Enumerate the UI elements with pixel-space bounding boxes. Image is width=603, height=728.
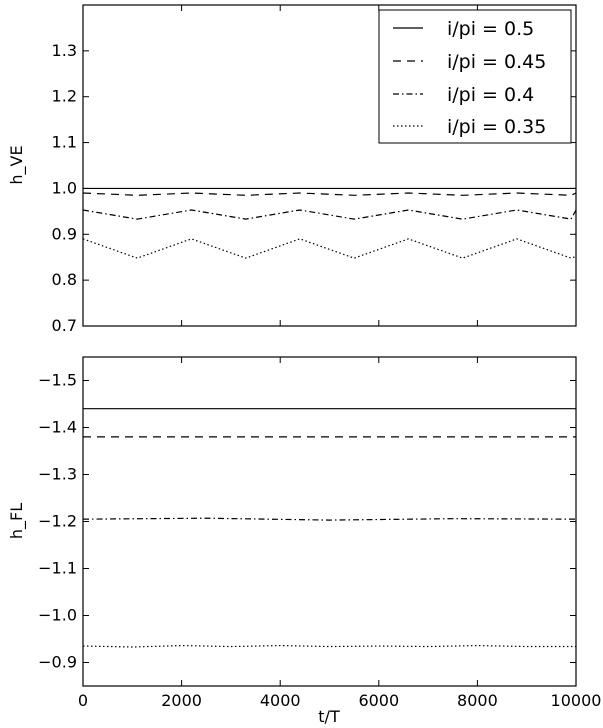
y-tick-label: 0.7 (52, 316, 77, 335)
y-tick-label: −1.3 (38, 465, 77, 484)
x-axis-label: t/T (318, 707, 340, 726)
y-tick-label: −0.9 (38, 653, 77, 672)
legend: i/pi = 0.5 i/pi = 0.45 i/pi = 0.4 i/pi =… (378, 9, 572, 144)
x-tick-label: 6000 (358, 691, 399, 710)
series-line-dotted (82, 644, 576, 648)
top-panel: 0.7 0.8 0.9 1.0 1.1 1.2 1.3 h_VE i/pi = 0.5 i/… (7, 4, 577, 335)
series-line-dashed (82, 192, 577, 196)
bottom-plot-frame (82, 356, 577, 687)
top-plot-frame (82, 4, 577, 327)
x-tick-label: 10000 (551, 691, 602, 710)
y-tick-label: −1.5 (38, 371, 77, 390)
x-tick-label: 4000 (260, 691, 301, 710)
x-tick-label: 0 (78, 691, 88, 710)
y-tick-label: −1.4 (38, 418, 77, 437)
y-tick-label: −1.0 (38, 606, 77, 625)
y-tick-label: 1.0 (52, 178, 77, 197)
x-tick-label: 2000 (161, 691, 202, 710)
y-tick-label: 1.3 (52, 41, 77, 60)
top-y-axis-label: h_VE (7, 145, 27, 184)
bottom-panel: −1.5 −1.4 −1.3 −1.2 −1.1 −1.0 −0.90 2000 4000 600… (7, 356, 602, 726)
y-tick-label: 0.9 (52, 224, 77, 243)
y-tick-label: −1.2 (38, 512, 77, 531)
x-tick-label: 8000 (457, 691, 498, 710)
series-line-dotted (82, 238, 577, 259)
series-line-dashdot (82, 517, 577, 521)
legend-label: i/pi = 0.4 (447, 84, 534, 106)
y-tick-label: −1.1 (38, 559, 77, 578)
legend-label: i/pi = 0.5 (447, 18, 534, 40)
legend-label: i/pi = 0.45 (447, 51, 546, 73)
y-tick-label: 0.8 (52, 270, 77, 289)
legend-label: i/pi = 0.35 (447, 116, 546, 138)
legend-box (378, 9, 572, 144)
y-tick-label: 1.2 (52, 87, 77, 106)
series-line-dashdot (82, 209, 577, 220)
bottom-y-axis-label: h_FL (7, 503, 27, 539)
y-tick-label: 1.1 (52, 133, 77, 152)
